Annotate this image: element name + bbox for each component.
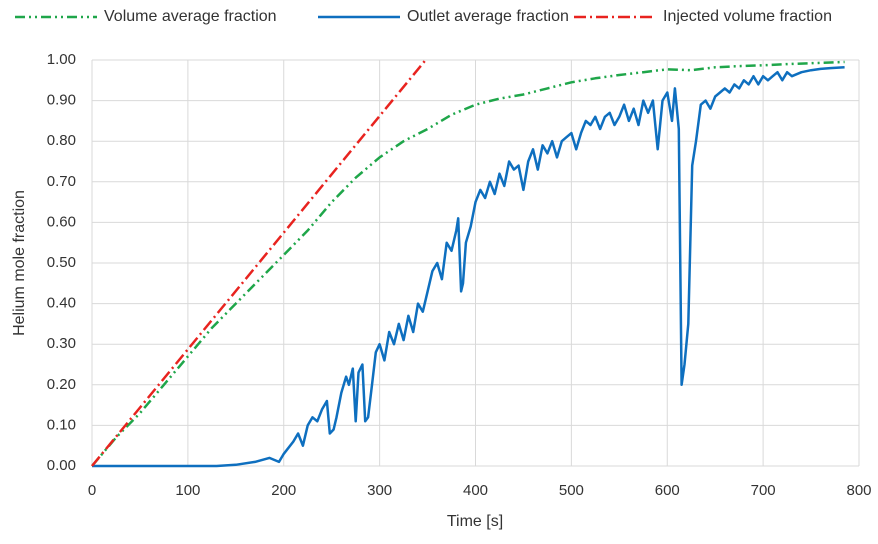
x-tick-label: 500 <box>559 482 584 499</box>
x-tick-label: 0 <box>88 482 96 499</box>
y-tick-label: 0.60 <box>47 213 76 230</box>
y-tick-label: 0.00 <box>47 457 76 474</box>
y-tick-label: 0.50 <box>47 254 76 271</box>
y-tick-label: 0.70 <box>47 173 76 190</box>
legend-label: Outlet average fraction <box>407 8 569 25</box>
legend-label: Volume average fraction <box>104 8 277 25</box>
x-tick-label: 400 <box>463 482 488 499</box>
y-tick-label: 0.90 <box>47 92 76 109</box>
y-tick-label: 0.40 <box>47 295 76 312</box>
x-tick-label: 200 <box>271 482 296 499</box>
y-tick-label: 1.00 <box>47 51 76 68</box>
x-tick-label: 300 <box>367 482 392 499</box>
y-tick-label: 0.30 <box>47 335 76 352</box>
y-tick-label: 0.20 <box>47 376 76 393</box>
y-tick-label: 0.10 <box>47 416 76 433</box>
x-tick-label: 700 <box>751 482 776 499</box>
x-tick-label: 600 <box>655 482 680 499</box>
y-axis-title: Helium mole fraction <box>11 190 28 336</box>
x-axis-title: Time [s] <box>447 513 503 530</box>
legend-label: Injected volume fraction <box>663 8 832 25</box>
x-tick-label: 800 <box>846 482 871 499</box>
series-line <box>92 66 845 468</box>
y-tick-label: 0.80 <box>47 132 76 149</box>
series-line <box>91 60 845 467</box>
x-tick-label: 100 <box>175 482 200 499</box>
